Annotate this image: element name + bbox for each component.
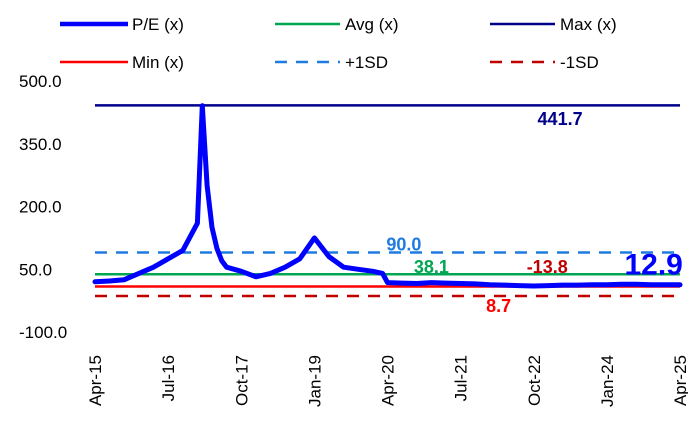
y-tick-label: -100.0	[19, 323, 67, 342]
x-tick-label: Jul-21	[452, 355, 471, 401]
x-tick-label: Jan-24	[598, 355, 617, 407]
x-tick-label: Apr-20	[379, 355, 398, 406]
y-tick-label: 50.0	[19, 260, 52, 279]
y-axis: 500.0 350.0 200.0 50.0 -100.0	[19, 72, 67, 342]
annotation-max: 441.7	[538, 109, 583, 129]
x-tick-label: Oct-17	[232, 355, 251, 406]
annotation-p1sd: 90.0	[386, 234, 421, 254]
x-axis: Apr-15 Jul-16 Oct-17 Jan-19 Apr-20 Jul-21 Oct-…	[86, 355, 688, 407]
annotation-m1sd: -13.8	[527, 257, 568, 277]
x-tick-label: Jul-16	[159, 355, 178, 401]
series-layer	[92, 103, 683, 289]
y-tick-label: 350.0	[19, 135, 62, 154]
reference-lines	[95, 104, 680, 298]
legend-label-pe: P/E (x)	[132, 15, 184, 34]
legend-label-m1sd: -1SD	[560, 53, 599, 72]
x-tick-label: Jan-19	[305, 355, 324, 407]
legend-label-min: Min (x)	[132, 53, 184, 72]
annotation-current: 12.9	[624, 249, 682, 282]
legend-label-max: Max (x)	[560, 15, 617, 34]
series-line-pe	[92, 103, 683, 289]
legend: P/E (x) Avg (x) Max (x) Min (x) +1SD -1SD	[60, 15, 617, 72]
value-annotations: 441.7 90.0 38.1 -13.8 12.9 8.7	[386, 109, 683, 316]
y-tick-label: 500.0	[19, 72, 62, 91]
y-tick-label: 200.0	[19, 198, 62, 217]
legend-label-avg: Avg (x)	[345, 15, 399, 34]
annotation-avg: 38.1	[414, 257, 449, 277]
x-tick-label: Apr-15	[86, 355, 105, 406]
legend-label-p1sd: +1SD	[345, 53, 388, 72]
annotation-min: 8.7	[486, 296, 511, 316]
x-tick-label: Oct-22	[525, 355, 544, 406]
x-tick-label: Apr-25	[671, 355, 688, 406]
